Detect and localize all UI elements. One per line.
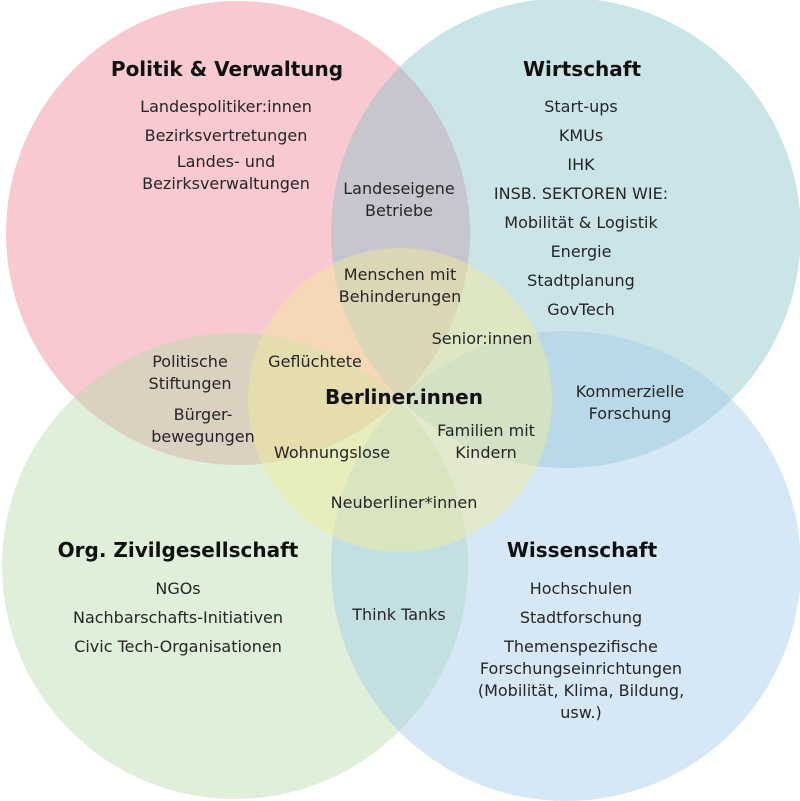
item-wirtschaft: INSB. SEKTOREN WIE: [493,184,669,203]
item-wissen: Stadtforschung [519,608,643,627]
overlap-senior: Senior:innen [431,329,533,348]
item-wissen: Hochschulen [529,579,633,598]
item-politik: Landespolitiker:innen [140,97,312,116]
circle-wirtschaft [331,0,800,468]
items-zivil: NGOs Nachbarschafts-Initiativen Civic Te… [73,578,283,665]
overlap-menschen: Menschen mit Behinderungen [338,265,462,306]
overlap-thinktanks: Think Tanks [352,605,446,624]
item-politik: Landes- und Bezirksverwaltungen [142,152,310,193]
item-politik: Bezirksvertretungen [144,126,308,145]
item-zivil: Nachbarschafts-Initiativen [72,608,284,627]
circle-zivil [2,333,468,799]
overlap-familien: Familien mit Kindern [437,421,535,462]
center-title: Berliner.innen [325,385,483,409]
circle-center [248,248,552,552]
title-wissen: Wissenschaft [506,538,658,562]
items-wirtschaft: Start-ups KMUs IHK INSB. SEKTOREN WIE: M… [494,96,668,328]
item-wirtschaft: Energie [550,242,612,261]
circle-wissen [331,331,800,801]
item-wirtschaft: Stadtplanung [527,271,635,290]
item-zivil: NGOs [155,579,201,598]
item-wirtschaft: IHK [567,155,595,174]
overlap-stiftungen: Politische Stiftungen [148,352,232,393]
title-politik: Politik & Verwaltung [110,57,344,81]
item-wirtschaft: Start-ups [544,97,618,116]
items-politik: Landespolitiker:innen Bezirksvertretunge… [140,96,312,202]
overlap-landeseigene: Landeseigene Betriebe [343,179,455,220]
item-wirtschaft: KMUs [558,126,604,145]
circle-politik [6,1,470,465]
overlap-gefluechtete: Geflüchtete [268,352,362,371]
item-wirtschaft: Mobilität & Logistik [504,213,658,232]
item-zivil: Civic Tech-Organisationen [74,637,282,656]
title-zivil: Org. Zivilgesellschaft [57,538,299,562]
overlap-kommerziell: Kommerzielle Forschung [575,382,685,423]
overlap-neuberliner: Neuberliner*innen [330,493,478,512]
item-wirtschaft: GovTech [547,300,615,319]
items-wissen: Hochschulen Stadtforschung Themenspezifi… [472,578,691,731]
overlap-buerger: Bürger- bewegungen [151,405,255,446]
overlap-wohnungslose: Wohnungslose [273,443,391,462]
item-wissen: Themenspezifische Forschungseinrichtunge… [477,637,685,722]
title-wirtschaft: Wirtschaft [522,57,642,81]
